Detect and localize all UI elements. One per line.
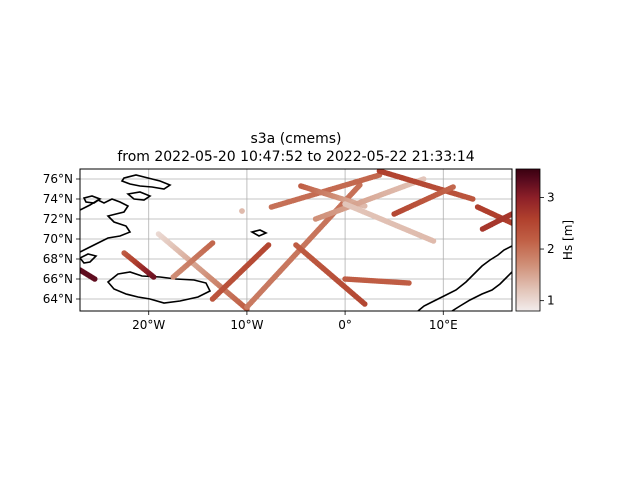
satellite-tracks bbox=[80, 169, 512, 311]
satellite-track bbox=[80, 267, 98, 282]
lon-tick-label: 10°W bbox=[230, 318, 263, 332]
track-point bbox=[430, 238, 437, 244]
track-point bbox=[509, 220, 512, 226]
latitude-ticks: 64°N 66°N 68°N 70°N 72°N 74°N 76°N bbox=[43, 172, 80, 306]
coastline bbox=[80, 198, 132, 253]
colorbar-label: Hs [m] bbox=[561, 220, 575, 260]
coastline bbox=[451, 271, 512, 311]
track-point bbox=[469, 196, 476, 202]
coastlines bbox=[80, 174, 512, 311]
track-point bbox=[91, 276, 98, 282]
satellite-track bbox=[239, 208, 245, 214]
colorbar-ticks: 1 2 3 bbox=[540, 190, 555, 308]
satellite-track bbox=[293, 242, 368, 307]
satellite-track bbox=[479, 211, 512, 232]
track-point bbox=[509, 211, 512, 217]
satellite-track bbox=[298, 183, 368, 209]
lon-tick-label: 0° bbox=[338, 318, 352, 332]
track-point bbox=[420, 176, 427, 182]
satellite-track bbox=[209, 242, 272, 302]
coastline bbox=[80, 253, 98, 264]
satellite-track bbox=[170, 240, 216, 280]
lat-tick-label: 72°N bbox=[43, 212, 73, 226]
coastline bbox=[249, 229, 268, 237]
track-point bbox=[361, 203, 368, 209]
colorbar-tick-label: 1 bbox=[547, 294, 555, 308]
satellite-track bbox=[342, 276, 412, 286]
coastline bbox=[82, 195, 102, 204]
lon-tick-label: 10°E bbox=[429, 318, 458, 332]
lat-tick-label: 74°N bbox=[43, 192, 73, 206]
figure-title-line2: from 2022-05-20 10:47:52 to 2022-05-22 2… bbox=[117, 149, 474, 165]
colorbar bbox=[515, 168, 541, 312]
lat-tick-label: 66°N bbox=[43, 272, 73, 286]
satellite-track bbox=[342, 201, 437, 244]
track-point bbox=[209, 240, 216, 246]
lat-tick-label: 64°N bbox=[43, 292, 73, 306]
track-point bbox=[239, 208, 245, 214]
colorbar-tick-label: 2 bbox=[547, 242, 555, 256]
colorbar-tick-label: 3 bbox=[547, 190, 555, 204]
coastline bbox=[417, 245, 512, 311]
satellite-track bbox=[391, 184, 456, 217]
longitude-ticks: 20°W 10°W 0° 10°E bbox=[132, 311, 458, 332]
lat-tick-label: 70°N bbox=[43, 232, 73, 246]
satellite-track bbox=[268, 172, 383, 210]
lat-tick-label: 68°N bbox=[43, 252, 73, 266]
figure-title-line1: s3a (cmems) bbox=[250, 131, 341, 147]
track-point bbox=[150, 274, 157, 280]
coastline bbox=[120, 174, 172, 190]
coastline bbox=[126, 191, 152, 201]
lon-tick-label: 20°W bbox=[132, 318, 165, 332]
map-frame bbox=[79, 168, 513, 312]
track-point bbox=[450, 184, 456, 190]
lat-tick-label: 76°N bbox=[43, 172, 73, 186]
satellite-track bbox=[155, 231, 250, 311]
track-point bbox=[265, 242, 272, 248]
track-point bbox=[406, 280, 412, 286]
satellite-track bbox=[121, 250, 157, 280]
track-point bbox=[361, 301, 368, 307]
